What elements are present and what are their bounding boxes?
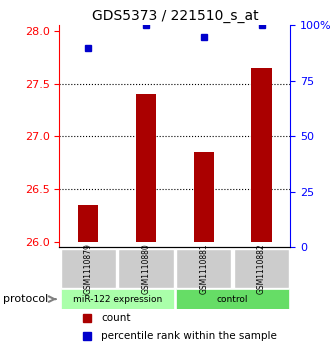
- FancyBboxPatch shape: [60, 289, 174, 309]
- Text: percentile rank within the sample: percentile rank within the sample: [101, 331, 277, 341]
- FancyBboxPatch shape: [234, 249, 289, 287]
- FancyBboxPatch shape: [60, 249, 116, 287]
- Text: GSM1110880: GSM1110880: [142, 243, 150, 294]
- Text: count: count: [101, 313, 130, 323]
- Bar: [78, 205, 98, 242]
- Text: GSM1110881: GSM1110881: [199, 243, 208, 294]
- Text: GSM1110879: GSM1110879: [84, 243, 93, 294]
- Bar: [136, 94, 156, 242]
- Text: protocol: protocol: [3, 294, 48, 304]
- Title: GDS5373 / 221510_s_at: GDS5373 / 221510_s_at: [92, 9, 258, 23]
- Text: GSM1110882: GSM1110882: [257, 243, 266, 294]
- FancyBboxPatch shape: [176, 289, 289, 309]
- Bar: [194, 152, 214, 242]
- Text: miR-122 expression: miR-122 expression: [73, 295, 162, 303]
- FancyBboxPatch shape: [118, 249, 174, 287]
- Text: control: control: [217, 295, 248, 303]
- Bar: [251, 68, 272, 242]
- FancyBboxPatch shape: [176, 249, 231, 287]
